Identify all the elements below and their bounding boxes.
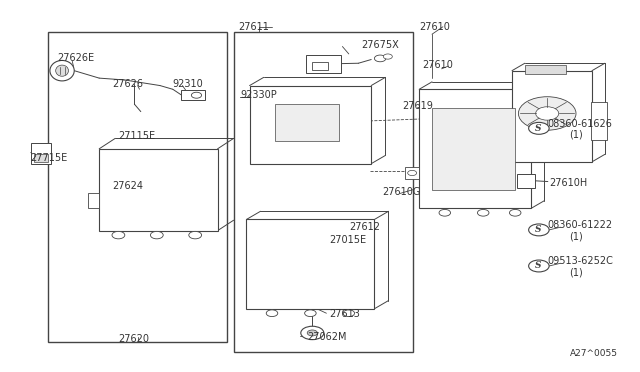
Bar [419,89,531,208]
Circle shape [307,330,317,336]
Circle shape [439,209,451,216]
Bar [31,143,51,164]
Text: 27062M: 27062M [307,332,347,341]
Text: (1): (1) [569,267,582,277]
Circle shape [189,231,202,239]
Bar [432,108,515,190]
Circle shape [383,54,392,59]
Bar [312,62,328,70]
Text: 27610G: 27610G [383,187,421,196]
Circle shape [343,310,355,317]
Text: 92310: 92310 [173,79,204,89]
Text: 27115E: 27115E [118,131,156,141]
Text: 92330P: 92330P [240,90,276,100]
Bar [48,32,227,342]
Circle shape [529,224,549,236]
Circle shape [529,122,549,134]
Text: 27626E: 27626E [58,53,95,62]
Text: (1): (1) [569,130,582,140]
Text: S: S [535,262,541,270]
Text: 27015E: 27015E [330,235,367,245]
Bar [250,86,371,164]
Bar [525,65,566,74]
Bar [34,154,48,162]
Text: 09513-6252C: 09513-6252C [547,256,613,266]
Bar [99,149,218,231]
Text: 08360-61222: 08360-61222 [547,220,612,230]
Circle shape [529,260,549,272]
Circle shape [301,326,324,340]
Bar [306,55,341,73]
Bar [591,102,607,140]
Text: 27626: 27626 [112,79,143,89]
Text: 27620: 27620 [118,334,149,344]
Text: S: S [535,124,541,133]
Text: 27610: 27610 [422,60,453,70]
Circle shape [408,170,417,176]
Text: 27610: 27610 [419,22,450,32]
Bar [181,90,205,100]
Ellipse shape [56,65,68,76]
Circle shape [509,209,521,216]
Bar [512,71,592,162]
Bar [246,219,374,309]
Text: S: S [535,225,541,234]
Text: 08360-61626: 08360-61626 [547,119,612,128]
Text: (1): (1) [569,231,582,241]
Text: 27624: 27624 [112,181,143,191]
Circle shape [191,92,202,98]
Circle shape [518,97,576,130]
Text: 27613: 27613 [330,310,360,319]
Text: 27715E: 27715E [30,153,67,163]
Bar [517,174,535,188]
Text: 27611: 27611 [238,22,269,32]
Bar [405,167,419,179]
Circle shape [305,310,316,317]
Text: 27610H: 27610H [549,178,588,188]
Circle shape [150,231,163,239]
Text: 27619: 27619 [402,101,433,111]
Text: 27675X: 27675X [362,41,399,50]
Text: 27612: 27612 [349,222,380,232]
Circle shape [536,107,559,120]
Text: A27^0055: A27^0055 [570,349,618,358]
Circle shape [374,55,386,62]
Bar [88,193,99,208]
Ellipse shape [50,60,74,81]
Bar [234,32,413,352]
Circle shape [477,209,489,216]
Circle shape [112,231,125,239]
Circle shape [266,310,278,317]
Bar [275,104,339,141]
